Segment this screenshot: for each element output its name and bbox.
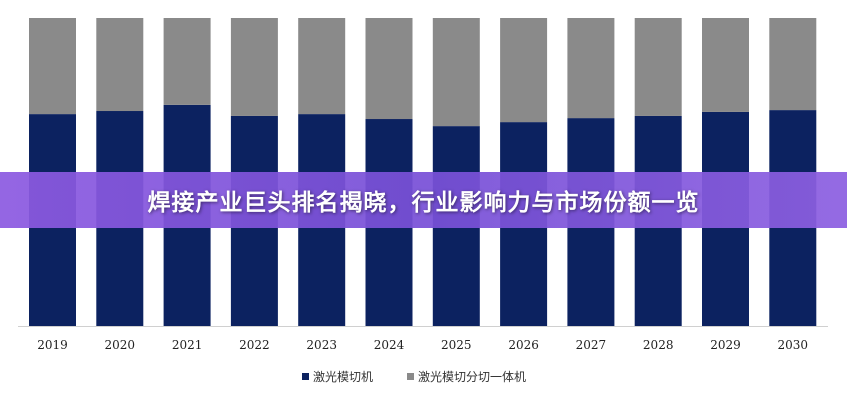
- x-tick-label: 2030: [778, 338, 809, 352]
- bar-2025-series-1: [432, 18, 480, 127]
- bar-2026-series-1: [500, 18, 548, 123]
- x-tick-label: 2025: [441, 338, 472, 352]
- x-tick-label: 2024: [374, 338, 405, 352]
- x-tick-labels: 2019 2020 2021 2022 2023 2024 2025 2026 2027 2028…: [37, 338, 808, 352]
- bar-2030-series-1: [769, 18, 817, 111]
- bar-2023-series-1: [298, 18, 346, 115]
- x-tick-label: 2023: [306, 338, 337, 352]
- bar-2022-series-1: [230, 18, 278, 116]
- legend-label-series-1: 激光模切分切一体机: [418, 370, 526, 384]
- bar-2028-series-1: [634, 18, 682, 116]
- x-tick-label: 2026: [508, 338, 539, 352]
- bar-2019-series-1: [29, 18, 76, 115]
- banner-title: 焊接产业巨头排名揭晓，行业影响力与市场份额一览: [147, 190, 700, 216]
- legend: 激光模切机 激光模切分切一体机: [302, 370, 526, 384]
- x-tick-label: 2022: [239, 338, 270, 352]
- legend-swatch-series-0: [302, 373, 309, 380]
- bar-2020-series-1: [96, 18, 144, 112]
- legend-label-series-0: 激光模切机: [313, 370, 373, 384]
- x-tick-label: 2029: [710, 338, 741, 352]
- legend-swatch-series-1: [407, 373, 414, 380]
- title-banner: 焊接产业巨头排名揭晓，行业影响力与市场份额一览: [0, 172, 847, 228]
- x-tick-label: 2027: [576, 338, 607, 352]
- x-tick-label: 2019: [37, 338, 68, 352]
- x-tick-label: 2020: [105, 338, 136, 352]
- bar-2021-series-1: [163, 18, 211, 105]
- x-tick-label: 2028: [643, 338, 674, 352]
- bar-2029-series-1: [702, 18, 749, 112]
- bar-2024-series-1: [365, 18, 413, 120]
- bar-2027-series-1: [567, 18, 615, 119]
- x-tick-label: 2021: [172, 338, 203, 352]
